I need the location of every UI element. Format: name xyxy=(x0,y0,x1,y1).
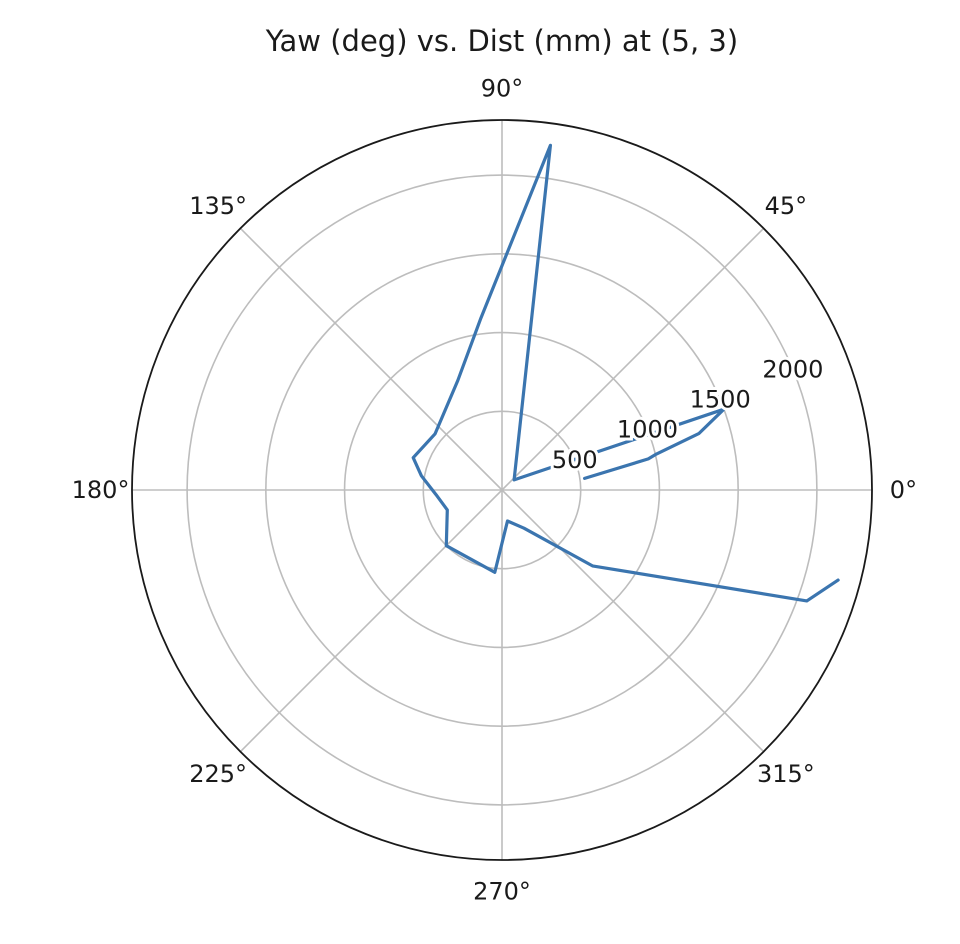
angular-grid-line xyxy=(239,489,503,753)
angular-tick-label: 315° xyxy=(757,760,815,788)
series-layer xyxy=(411,143,840,603)
angular-tick-label: 135° xyxy=(189,192,247,220)
angular-grid-line xyxy=(501,489,765,753)
angular-tick-label: 225° xyxy=(189,760,247,788)
angular-grid-line xyxy=(239,227,503,491)
polar-grid xyxy=(132,120,872,860)
polar-frame xyxy=(131,119,873,861)
radial-tick-label: 1000 xyxy=(617,416,678,444)
series-line xyxy=(411,143,840,603)
angular-tick-label: 0° xyxy=(890,476,917,504)
angular-tick-label: 45° xyxy=(765,192,808,220)
radial-tick-label: 2000 xyxy=(762,355,823,383)
angular-grid-line xyxy=(501,227,765,491)
chart-title: Yaw (deg) vs. Dist (mm) at (5, 3) xyxy=(265,24,738,58)
radial-tick-labels: 500 1000 1500 2000 xyxy=(549,352,827,476)
angular-tick-label: 90° xyxy=(481,75,524,103)
radial-tick-label: 1500 xyxy=(690,386,751,414)
angular-tick-labels: 0° 45° 90° 135° 180° 225° 270° 315° xyxy=(72,75,917,906)
radial-tick-label: 500 xyxy=(552,446,598,474)
angular-tick-label: 270° xyxy=(473,877,531,905)
angular-tick-label: 180° xyxy=(72,476,130,504)
